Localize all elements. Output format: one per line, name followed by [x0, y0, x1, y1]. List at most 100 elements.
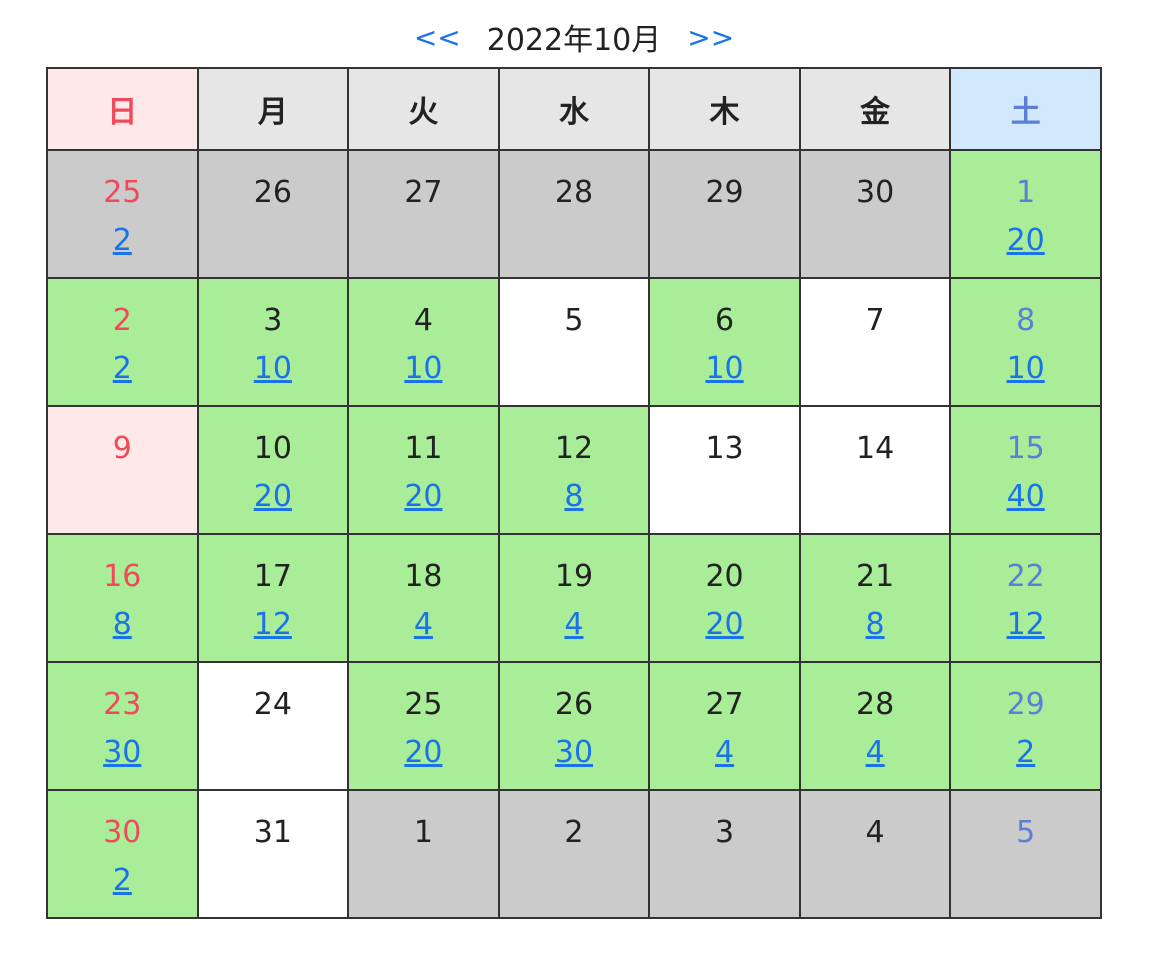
month-navigation: << 2022年10月 >> [0, 14, 1148, 60]
weekday-header-sat: 土 [949, 67, 1102, 151]
availability-count-link[interactable]: 40 [1006, 479, 1045, 514]
calendar-day-cell: 14 [798, 405, 952, 535]
week-row: 23 30 24 25 20 26 30 27 4 28 4 29 2 [46, 661, 1102, 791]
availability-count-link[interactable]: 20 [404, 479, 443, 514]
day-number: 3 [714, 815, 735, 850]
weekday-header-wed: 水 [497, 67, 651, 151]
day-number: 11 [404, 431, 443, 466]
availability-count-link[interactable]: 20 [1006, 223, 1045, 258]
availability-count-link[interactable]: 12 [1006, 607, 1045, 642]
availability-count-link[interactable]: 8 [564, 479, 584, 514]
day-number: 7 [865, 303, 885, 338]
calendar-day-cell: 19 4 [497, 533, 651, 663]
day-number: 31 [253, 815, 292, 850]
availability-count-link[interactable]: 2 [112, 351, 132, 386]
availability-count-link[interactable]: 2 [1016, 735, 1036, 770]
day-number: 26 [554, 687, 594, 722]
day-number: 15 [1006, 431, 1045, 466]
calendar-day-cell: 29 [648, 149, 801, 279]
availability-count-link[interactable]: 20 [705, 607, 744, 642]
weekday-header-row: 日 月 火 水 木 金 土 [46, 67, 1102, 151]
availability-count-link[interactable]: 4 [714, 735, 735, 770]
day-number: 16 [103, 559, 142, 594]
calendar-day-cell: 11 20 [347, 405, 500, 535]
availability-count-link[interactable]: 10 [404, 351, 443, 386]
calendar-day-cell: 17 12 [196, 533, 350, 663]
week-row: 2 2 3 10 4 10 5 6 10 7 8 10 [46, 277, 1102, 407]
day-number: 12 [554, 431, 594, 466]
day-number: 8 [1016, 303, 1036, 338]
availability-count-link[interactable]: 30 [554, 735, 594, 770]
availability-count-link[interactable]: 8 [865, 607, 885, 642]
calendar-day-cell: 8 10 [949, 277, 1102, 407]
calendar-day-cell: 10 20 [196, 405, 350, 535]
calendar-day-cell: 15 40 [949, 405, 1102, 535]
day-number: 3 [263, 303, 283, 338]
day-number: 30 [856, 175, 895, 210]
weekday-header-mon: 月 [196, 67, 350, 151]
day-number: 25 [404, 687, 443, 722]
calendar-body: 25 2 26 27 28 29 30 1 20 2 2 3 10 4 10 5 6 10 7 8 10 9 10 20 11 2… [46, 149, 1102, 919]
day-number: 9 [112, 431, 132, 466]
calendar-day-cell: 5 [497, 277, 651, 407]
calendar-day-cell: 23 30 [46, 661, 199, 791]
calendar-day-cell: 4 10 [347, 277, 500, 407]
calendar-day-cell: 12 8 [497, 405, 651, 535]
calendar-day-cell: 30 2 [46, 789, 199, 919]
day-number: 10 [253, 431, 292, 466]
calendar-day-cell: 3 10 [196, 277, 350, 407]
day-number: 28 [554, 175, 594, 210]
calendar-day-cell: 26 [196, 149, 350, 279]
calendar-day-cell: 18 4 [347, 533, 500, 663]
day-number: 2 [112, 303, 132, 338]
availability-count-link[interactable]: 4 [564, 607, 584, 642]
availability-count-link[interactable]: 12 [253, 607, 292, 642]
day-number: 19 [554, 559, 594, 594]
day-number: 22 [1006, 559, 1045, 594]
calendar-day-cell: 3 [648, 789, 801, 919]
day-number: 29 [1006, 687, 1045, 722]
calendar-day-cell: 25 20 [347, 661, 500, 791]
availability-count-link[interactable]: 20 [253, 479, 292, 514]
availability-count-link[interactable]: 4 [865, 735, 885, 770]
day-number: 1 [1016, 175, 1036, 210]
calendar-day-cell: 31 [196, 789, 350, 919]
day-number: 28 [856, 687, 895, 722]
day-number: 13 [705, 431, 744, 466]
calendar-day-cell: 24 [196, 661, 350, 791]
availability-count-link[interactable]: 30 [103, 735, 142, 770]
calendar-day-cell: 20 20 [648, 533, 801, 663]
next-month-link[interactable]: >> [687, 20, 735, 54]
availability-count-link[interactable]: 2 [112, 863, 132, 898]
calendar-day-cell: 16 8 [46, 533, 199, 663]
availability-count-link[interactable]: 8 [112, 607, 132, 642]
day-number: 29 [705, 175, 744, 210]
day-number: 25 [103, 175, 142, 210]
calendar-day-cell: 30 [798, 149, 952, 279]
availability-count-link[interactable]: 10 [1006, 351, 1045, 386]
availability-count-link[interactable]: 4 [413, 607, 433, 642]
availability-count-link[interactable]: 20 [404, 735, 443, 770]
calendar-day-cell: 4 [798, 789, 952, 919]
day-number: 18 [404, 559, 443, 594]
day-number: 14 [856, 431, 895, 466]
week-row: 16 8 17 12 18 4 19 4 20 20 21 8 22 12 [46, 533, 1102, 663]
calendar-day-cell: 7 [798, 277, 952, 407]
prev-month-link[interactable]: << [413, 20, 461, 54]
calendar-day-cell: 5 [949, 789, 1102, 919]
calendar-day-cell: 21 8 [798, 533, 952, 663]
week-row: 9 10 20 11 20 12 8 13 14 15 40 [46, 405, 1102, 535]
calendar-day-cell: 22 12 [949, 533, 1102, 663]
availability-count-link[interactable]: 10 [705, 351, 744, 386]
calendar-day-cell: 9 [46, 405, 199, 535]
availability-count-link[interactable]: 2 [112, 223, 132, 258]
day-number: 6 [714, 303, 735, 338]
availability-count-link[interactable]: 10 [253, 351, 292, 386]
weekday-header-fri: 金 [798, 67, 952, 151]
day-number: 24 [253, 687, 292, 722]
day-number: 27 [404, 175, 443, 210]
weekday-header-tue: 火 [347, 67, 500, 151]
day-number: 30 [103, 815, 142, 850]
calendar-day-cell: 6 10 [648, 277, 801, 407]
